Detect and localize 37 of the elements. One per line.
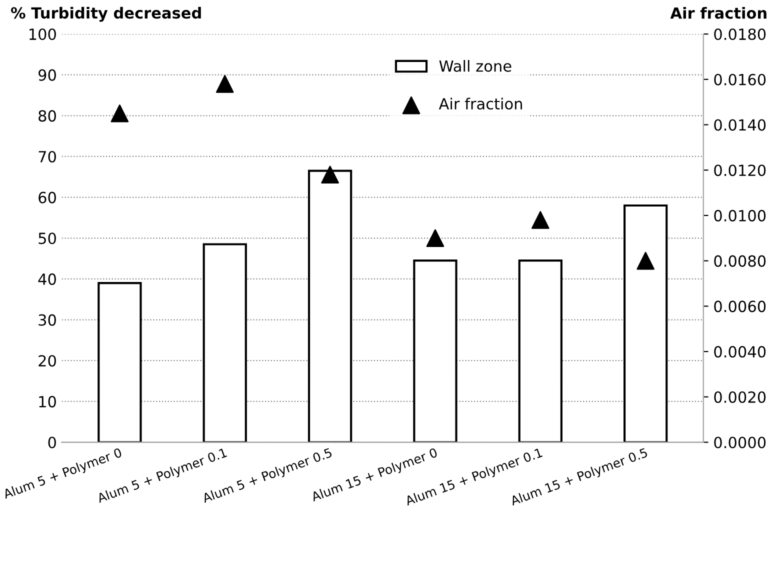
bar [308,170,352,442]
y2-tick-label: 0.0000 [714,436,766,448]
y-tick-label: 10 [39,396,56,408]
y2-tick-label: 0.0020 [714,391,766,403]
y-tick-label: 70 [38,150,56,163]
point [321,166,339,184]
point [426,229,444,248]
y2-axis-title: Air fraction [670,6,766,19]
y2-tick-label: 0.0040 [714,346,766,358]
y2-tick-label: 0.0160 [714,74,766,86]
y-tick-label: 0 [48,436,56,448]
bar [624,204,668,442]
bar [98,282,142,442]
point [216,75,234,93]
y2-tick-label: 0.0140 [714,119,766,131]
y2-tick-label: 0.0120 [714,164,766,176]
y-tick-label: 80 [38,110,56,122]
y-tick-label: 90 [38,69,56,81]
y2-tick-label: 0.0180 [714,28,766,40]
y-tick-label: 40 [38,273,56,285]
bar [413,260,458,442]
y2-tick-label: 0.0100 [714,210,766,222]
bar [202,243,247,442]
y2-tick-label: 0.0080 [714,255,766,267]
y-tick-label: 100 [29,28,56,40]
point [110,104,129,122]
y-axis-title: % Turbidity decreased [11,6,201,22]
y-tick-label: 30 [38,314,56,326]
y-tick-label: 50 [38,232,56,244]
legend-label: Wall zone [439,60,512,72]
point [636,252,654,270]
legend-label: Air fraction [438,98,522,110]
y2-tick-label: 0.0060 [714,300,766,312]
bar [518,260,562,442]
point [531,211,550,229]
y-tick-label: 20 [38,355,56,367]
y-tick-label: 60 [38,192,56,204]
